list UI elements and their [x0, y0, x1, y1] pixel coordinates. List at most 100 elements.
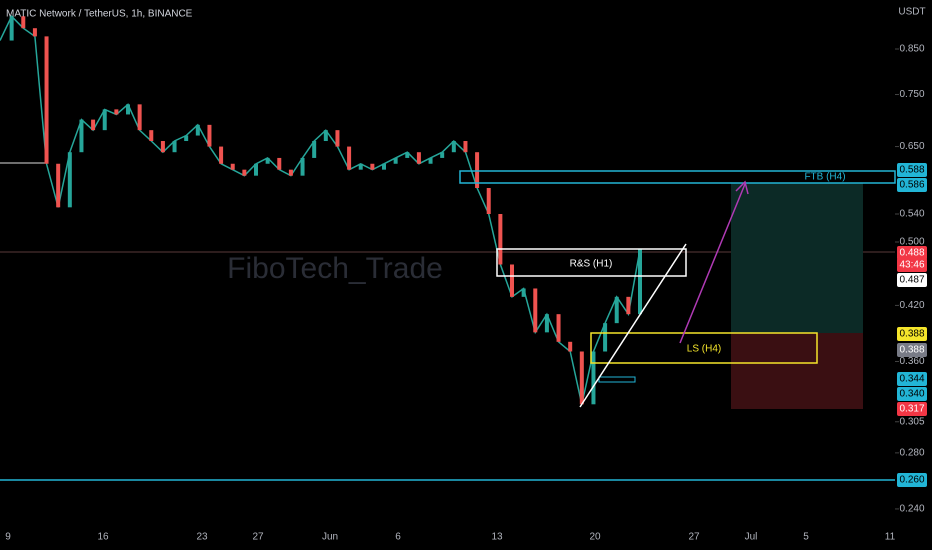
price-tick-label: 0.360: [899, 356, 924, 367]
candle: [451, 141, 456, 153]
candle: [230, 163, 235, 170]
ls-label: LS (H4): [687, 344, 721, 355]
time-tick-label: 16: [97, 532, 109, 543]
candle: [300, 157, 305, 176]
price-tag-label: 0.344: [899, 374, 924, 385]
price-tag: [897, 163, 927, 177]
symbol-title: MATIC Network / TetherUS, 1h, BINANCE: [6, 9, 193, 20]
time-tick-label: Jul: [745, 532, 758, 543]
candle: [277, 157, 282, 170]
candle: [56, 163, 61, 208]
price-tag: [897, 372, 927, 386]
candle: [405, 152, 410, 158]
price-tag-label: 0.487: [899, 275, 924, 286]
price-tick-label: 0.280: [899, 448, 924, 459]
price-tick-label: 0.500: [899, 237, 924, 248]
candle: [184, 135, 189, 142]
rs-label: R&S (H1): [570, 259, 613, 270]
candle: [428, 157, 433, 164]
price-tag: [897, 178, 927, 192]
price-tick-label: 0.240: [899, 504, 924, 515]
price-tag-label: 0.388: [899, 329, 924, 340]
candle: [172, 141, 177, 153]
candle: [9, 16, 14, 41]
price-tick-label: 0.650: [899, 141, 924, 152]
candle: [114, 109, 119, 115]
candle: [626, 296, 631, 315]
price-tag: [897, 246, 927, 260]
time-tick-label: 23: [196, 532, 208, 543]
ftb-label: FTB (H4): [804, 172, 845, 183]
time-tick-label: 13: [491, 532, 503, 543]
candle: [265, 157, 270, 164]
candle: [207, 124, 212, 147]
candle: [91, 119, 96, 131]
candle: [510, 264, 514, 297]
candle: [102, 109, 107, 131]
price-tag-label: 0.586: [899, 180, 924, 191]
price-tag: [897, 473, 927, 487]
candle: [614, 296, 619, 324]
trend-line: [579, 243, 687, 408]
rs-box: [496, 248, 687, 277]
candle: [591, 351, 596, 405]
candle: [521, 288, 526, 297]
candle: [568, 341, 573, 352]
candle: [160, 141, 165, 153]
price-tick-label: 0.750: [899, 89, 924, 100]
time-tick-label: 11: [885, 532, 896, 543]
price-tag-label: 0.340: [899, 389, 924, 400]
candle: [323, 130, 328, 142]
candle: [149, 130, 154, 142]
ftb-box: [459, 170, 896, 184]
time-tick-label: 27: [688, 532, 700, 543]
time-tick-label: 20: [589, 532, 601, 543]
candle: [498, 213, 503, 265]
candle: [382, 163, 386, 170]
price-tag: [897, 258, 927, 272]
candle: [579, 351, 584, 405]
price-tick-label: 0.850: [899, 44, 924, 55]
price-tag: [897, 387, 927, 401]
candle: [533, 288, 538, 333]
time-tick-label: 5: [803, 532, 809, 543]
candle: [32, 28, 37, 37]
price-tag-label: 0.317: [899, 404, 924, 415]
candle: [137, 104, 142, 131]
candle: [79, 119, 84, 153]
candle: [288, 169, 293, 176]
candle: [242, 169, 247, 176]
price-tick-label: 0.420: [899, 300, 924, 311]
candle: [254, 163, 258, 176]
price-tag-label: 0.588: [899, 165, 924, 176]
candle: [347, 146, 352, 170]
candle: [544, 314, 549, 333]
time-tick-label: 6: [395, 532, 401, 543]
candle: [486, 188, 491, 214]
arrow-head: [735, 180, 749, 195]
candle: [556, 314, 561, 342]
candle: [126, 104, 130, 115]
currency: USDT: [898, 7, 925, 18]
price-tag-label: 0.388: [899, 345, 924, 356]
projection-arrow: [679, 183, 746, 344]
time-tick-label: 27: [252, 532, 264, 543]
candle: [219, 146, 224, 164]
time-tick-label: Jun: [322, 532, 338, 543]
price-tag: [897, 402, 927, 416]
target-zone: [731, 183, 863, 333]
candle: [416, 152, 421, 164]
stop-zone: [731, 333, 863, 409]
candle: [393, 157, 398, 164]
candle: [463, 141, 468, 153]
candle: [312, 141, 317, 158]
candle: [67, 152, 72, 208]
price-tag-label: 43:46: [899, 260, 924, 271]
candle: [44, 36, 49, 164]
time-tick-label: 9: [5, 532, 11, 543]
ls-box: [590, 332, 818, 364]
candle: [440, 152, 445, 158]
candle: [358, 163, 363, 170]
candle: [638, 249, 642, 315]
